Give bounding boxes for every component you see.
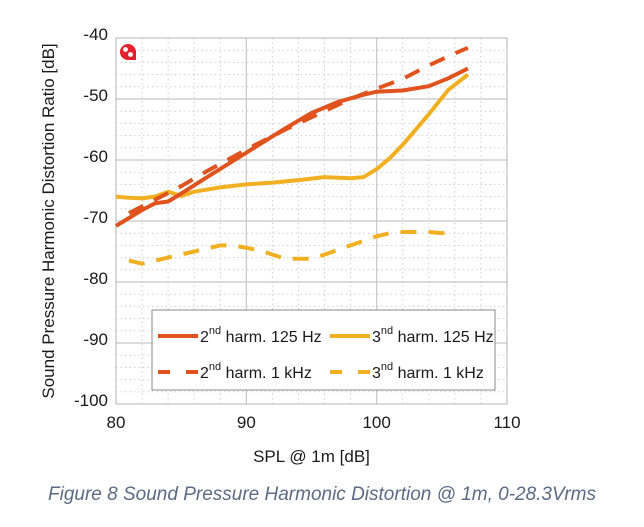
legend-box	[151, 309, 496, 391]
x-tick-label: 80	[107, 413, 126, 432]
figure-caption: Figure 8 Sound Pressure Harmonic Distort…	[48, 484, 596, 505]
y-tick-label: -90	[83, 330, 108, 349]
y-tick-label: -40	[83, 25, 108, 44]
tick-labels: 80 90 100 110 -40 -50 -60 -70 -80 -90 -100	[74, 25, 521, 432]
y-tick-label: -100	[74, 391, 108, 410]
x-axis-label: SPL @ 1m [dB]	[253, 447, 370, 466]
series-line-3rd-harm-125-hz	[115, 73, 470, 201]
brand-logo-icon	[120, 44, 136, 60]
series-layer	[114, 45, 470, 266]
y-tick-label: -80	[83, 269, 108, 288]
y-axis-label: Sound Pressure Harmonic Distortion Ratio…	[39, 43, 58, 398]
x-tick-label: 100	[362, 413, 390, 432]
y-tick-label: -50	[83, 86, 108, 105]
legend-label: 2nd harm. 1 kHz	[200, 361, 312, 382]
legend-label: 3nd harm. 1 kHz	[372, 361, 484, 382]
chart: 80 90 100 110 -40 -50 -60 -70 -80 -90 -100 SPL @ 1…	[39, 25, 521, 466]
series-line-2nd-harm-1-khz	[128, 45, 469, 215]
y-tick-label: -60	[83, 147, 108, 166]
plot-frame	[115, 37, 508, 405]
y-tick-label: -70	[83, 208, 108, 227]
legend-label: 3nd harm. 125 Hz	[372, 325, 494, 346]
legend-label: 2nd harm. 125 Hz	[200, 325, 322, 346]
x-tick-label: 110	[493, 413, 520, 432]
series-line-3rd-harm-1-khz	[128, 228, 456, 266]
legend: 2nd harm. 125 Hz 3nd harm. 125 Hz 2nd harm…	[151, 309, 496, 391]
x-tick-label: 90	[237, 413, 256, 432]
series-line-2nd-harm-125-hz	[114, 66, 469, 228]
